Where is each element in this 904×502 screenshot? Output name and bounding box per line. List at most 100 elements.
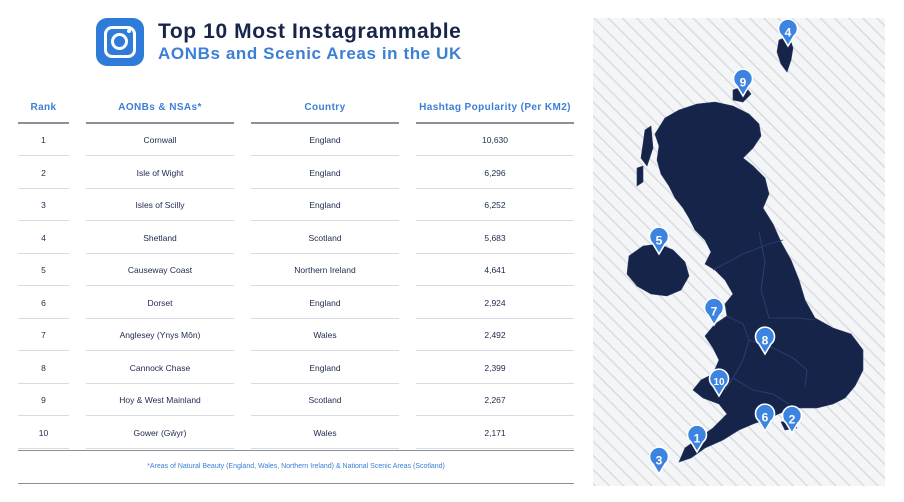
region-border — [724, 315, 750, 391]
row-divider — [416, 220, 574, 221]
row-divider — [416, 317, 574, 319]
header-divider — [18, 122, 69, 124]
country-cell: England — [309, 200, 341, 210]
row-divider — [86, 155, 234, 156]
row-divider — [86, 285, 234, 286]
hebrides-shape — [636, 165, 644, 187]
great-britain-shape — [654, 101, 864, 463]
row-divider — [18, 350, 69, 351]
map-pin-icon — [781, 405, 803, 435]
popularity-cell: 10,630 — [482, 135, 508, 145]
row-divider — [18, 285, 69, 286]
row-divider — [416, 252, 574, 254]
map-pin-icon — [732, 68, 754, 98]
rank-cell: 10 — [38, 427, 49, 438]
uk-map: 4 9 5 7 8 10 6 2 1 3 — [593, 18, 885, 486]
popularity-cell: 2,267 — [484, 395, 506, 405]
table-row: 4 Shetland Scotland 5,683 — [0, 222, 590, 254]
region-border — [758, 231, 770, 319]
table-row: 10 Gower (Gŵyr) Wales 2,171 — [0, 417, 590, 449]
header-divider — [416, 122, 574, 124]
country-cell: England — [309, 362, 341, 373]
row-divider — [18, 382, 69, 384]
row-divider — [86, 317, 234, 319]
popularity-cell: 2,399 — [484, 362, 506, 373]
row-divider — [251, 415, 399, 416]
map-marker-label: 1 — [694, 432, 701, 446]
country-cell: Scotland — [308, 395, 342, 405]
table-row: 9 Hoy & West Mainland Scotland 2,267 — [0, 384, 590, 416]
area-cell: Hoy & West Mainland — [119, 395, 201, 405]
map-marker: 9 — [732, 68, 754, 98]
row-divider — [18, 187, 69, 189]
country-cell: England — [309, 167, 341, 178]
country-cell: Wales — [313, 427, 337, 438]
rank-cell: 5 — [41, 265, 46, 275]
instagram-icon — [96, 18, 144, 66]
map-pin-icon — [754, 326, 776, 356]
row-divider — [251, 220, 399, 221]
row-divider — [18, 415, 69, 416]
map-marker-label: 7 — [711, 305, 718, 319]
row-divider — [251, 382, 399, 384]
map-marker-label: 5 — [656, 234, 663, 248]
row-divider — [416, 155, 574, 156]
column-header-popularity: Hashtag Popularity (Per KM2) — [419, 102, 571, 113]
row-divider — [416, 187, 574, 189]
popularity-cell: 2,924 — [484, 297, 506, 308]
area-cell: Anglesey (Ynys Môn) — [119, 330, 201, 340]
popularity-cell: 4,641 — [484, 265, 506, 275]
row-divider — [18, 447, 69, 449]
row-divider — [86, 382, 234, 384]
footer-divider — [18, 483, 574, 484]
map-marker: 7 — [703, 297, 725, 327]
footer-divider — [18, 450, 574, 451]
map-pin-icon — [708, 368, 730, 398]
footnote: *Areas of Natural Beauty (England, Wales… — [147, 463, 445, 470]
row-divider — [86, 447, 234, 449]
map-marker-label: 3 — [656, 454, 663, 468]
table-row: 5 Causeway Coast Northern Ireland 4,641 — [0, 254, 590, 286]
table-row: 2 Isle of Wight England 6,296 — [0, 157, 590, 189]
uk-map-svg: 4 9 5 7 8 10 6 2 1 3 — [593, 18, 885, 486]
page-title: Top 10 Most Instagrammable — [158, 20, 462, 43]
row-divider — [416, 285, 574, 286]
rank-cell: 1 — [41, 135, 46, 145]
rank-cell: 3 — [41, 200, 46, 210]
map-marker: 4 — [777, 18, 799, 48]
column-header-rank: Rank — [30, 102, 57, 113]
row-divider — [86, 415, 234, 416]
row-divider — [251, 155, 399, 156]
country-cell: Scotland — [308, 232, 342, 243]
map-marker-label: 2 — [789, 413, 796, 427]
header-divider — [86, 122, 234, 124]
map-marker: 3 — [648, 446, 670, 476]
map-pin-icon — [648, 226, 670, 256]
row-divider — [86, 252, 234, 254]
country-cell: Northern Ireland — [294, 265, 356, 275]
table-row: 1 Cornwall England 10,630 — [0, 124, 590, 156]
popularity-cell: 5,683 — [484, 232, 506, 243]
table-row: 8 Cannock Chase England 2,399 — [0, 352, 590, 384]
rank-cell: 7 — [41, 330, 46, 340]
area-cell: Gower (Gŵyr) — [133, 427, 187, 438]
area-cell: Isle of Wight — [136, 167, 184, 178]
country-cell: England — [309, 297, 341, 308]
map-marker: 6 — [754, 403, 776, 433]
map-marker: 8 — [754, 326, 776, 356]
map-marker-label: 4 — [785, 26, 792, 40]
region-border — [732, 377, 790, 405]
row-divider — [18, 220, 69, 221]
popularity-cell: 6,296 — [484, 167, 506, 178]
row-divider — [86, 220, 234, 221]
column-header-area: AONBs & NSAs* — [118, 102, 202, 113]
row-divider — [86, 187, 234, 189]
row-divider — [251, 447, 399, 449]
header-divider — [251, 122, 399, 124]
map-marker: 10 — [708, 368, 730, 398]
map-marker: 1 — [686, 424, 708, 454]
map-pin-icon — [754, 403, 776, 433]
map-marker-label: 10 — [713, 377, 725, 388]
country-cell: England — [309, 135, 341, 145]
hebrides-shape — [640, 125, 654, 167]
